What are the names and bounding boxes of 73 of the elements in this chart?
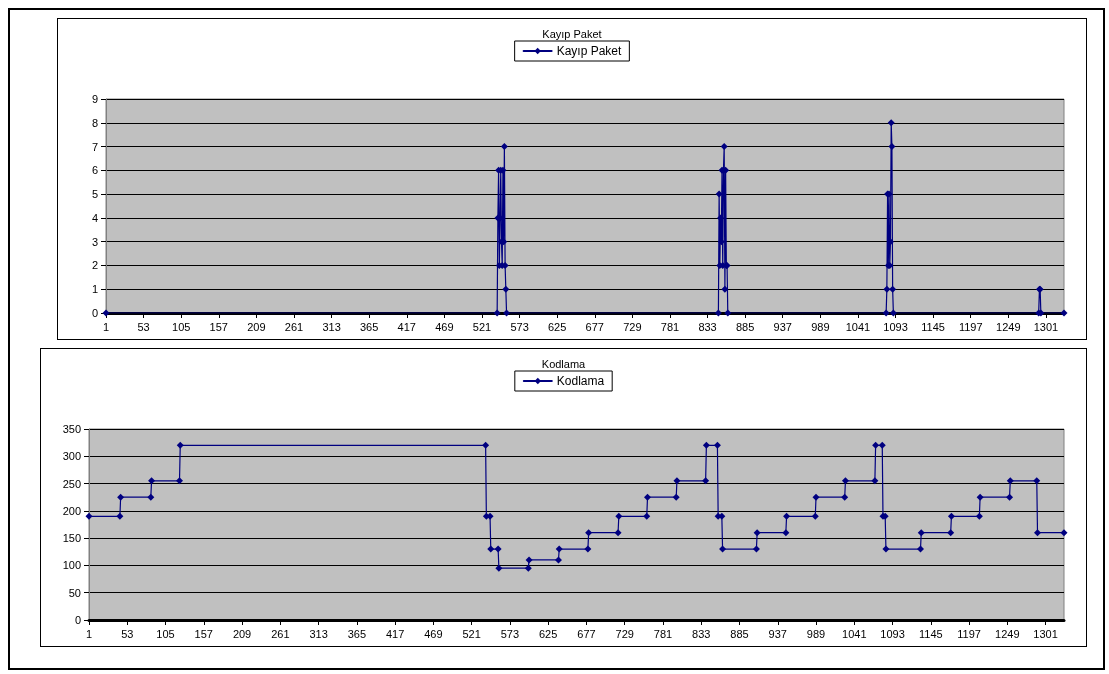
x-tick-label: 833 (698, 320, 717, 333)
x-tick-label: 521 (472, 320, 492, 333)
x-tick-label: 1041 (845, 320, 871, 333)
x-tick-label: 209 (232, 627, 252, 640)
legend-label: Kodlama (556, 374, 605, 388)
x-tick-label: 1093 (880, 627, 905, 640)
x-tick-label: 989 (811, 320, 830, 333)
y-tick-label: 8 (91, 116, 98, 129)
x-tick-label: 313 (309, 627, 328, 640)
y-tick-label: 250 (62, 477, 81, 490)
x-tick-label: 1041 (842, 627, 867, 640)
x-tick-label: 937 (773, 320, 792, 333)
y-tick-label: 2 (91, 259, 98, 272)
y-tick-label: 300 (62, 450, 81, 463)
x-tick-label: 937 (768, 627, 787, 640)
x-tick-label: 1197 (958, 320, 983, 333)
y-tick-label: 350 (62, 423, 81, 435)
x-tick-label: 417 (385, 627, 405, 640)
x-tick-label: 1145 (921, 320, 945, 333)
x-tick-label: 625 (538, 627, 558, 640)
x-tick-label: 625 (547, 320, 567, 333)
x-tick-label: 365 (360, 320, 379, 333)
x-tick-label: 885 (730, 627, 749, 640)
x-tick-label: 521 (462, 627, 481, 640)
y-tick-label: 200 (62, 504, 81, 517)
x-tick-label: 781 (653, 627, 673, 640)
x-tick-label: 53 (137, 320, 150, 333)
x-tick-label: 573 (500, 627, 520, 640)
x-tick-label: 729 (623, 320, 642, 333)
y-tick-label: 50 (68, 586, 81, 599)
x-tick-label: 105 (172, 320, 191, 333)
x-tick-label: 989 (806, 627, 826, 640)
x-tick-label: 1 (102, 320, 110, 333)
x-tick-label: 365 (347, 627, 367, 640)
y-tick-label: 1 (91, 283, 98, 296)
x-tick-label: 157 (194, 627, 213, 640)
x-tick-label: 417 (397, 320, 416, 333)
x-tick-label: 781 (660, 320, 680, 333)
x-tick-label: 261 (284, 320, 304, 333)
chart-title: Kodlama (541, 357, 587, 370)
x-tick-label: 833 (692, 627, 711, 640)
x-tick-label: 105 (156, 627, 175, 640)
x-tick-label: 1249 (996, 320, 1021, 333)
x-tick-label: 729 (615, 627, 634, 640)
x-tick-label: 677 (577, 627, 596, 640)
x-tick-label: 1301 (1033, 320, 1059, 333)
y-tick-label: 5 (91, 188, 98, 201)
x-tick-label: 157 (209, 320, 228, 333)
y-tick-label: 100 (62, 559, 81, 572)
y-tick-label: 7 (91, 140, 98, 153)
y-tick-label: 0 (91, 307, 98, 319)
x-tick-label: 677 (585, 320, 604, 333)
x-tick-label: 209 (247, 320, 266, 333)
chart-title: Kayıp Paket (542, 27, 602, 40)
y-tick-label: 0 (74, 614, 81, 626)
y-tick-label: 3 (91, 235, 98, 248)
x-tick-label: 469 (424, 627, 443, 640)
x-tick-label: 885 (735, 320, 755, 333)
x-tick-label: 1093 (883, 320, 908, 333)
legend-label: Kayıp Paket (556, 44, 623, 58)
x-tick-label: 1249 (995, 627, 1020, 640)
x-tick-label: 53 (121, 627, 134, 640)
x-tick-label: 573 (510, 320, 529, 333)
y-tick-label: 6 (91, 164, 98, 177)
y-tick-label: 9 (91, 93, 98, 105)
x-tick-label: 1301 (1033, 627, 1058, 640)
x-tick-label: 261 (271, 627, 290, 640)
x-tick-label: 313 (322, 320, 341, 333)
x-tick-label: 1145 (918, 627, 943, 640)
y-tick-label: 4 (91, 211, 98, 224)
x-tick-label: 1197 (957, 627, 981, 640)
y-tick-label: 150 (62, 532, 81, 545)
x-tick-label: 469 (435, 320, 454, 333)
